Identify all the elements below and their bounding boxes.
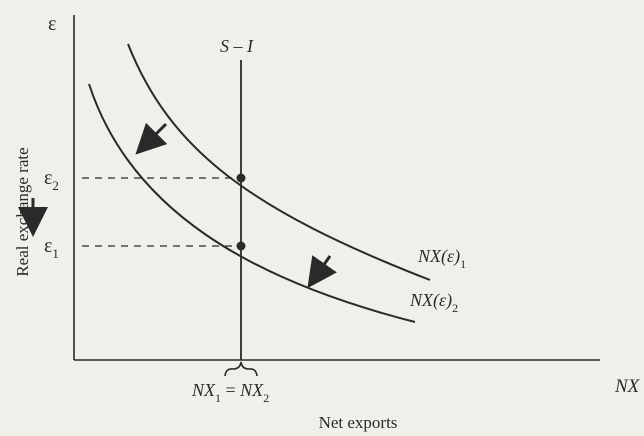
eps2-label: ε2	[44, 167, 59, 193]
curve-2-label: NX(ε)2	[409, 290, 458, 315]
x-axis-label: Net exports	[319, 413, 398, 432]
equilibrium-point-2	[236, 173, 246, 183]
equilibrium-point-1	[236, 241, 246, 251]
y-axis-label: Real exchange rate	[13, 147, 32, 276]
nx-brace	[224, 361, 258, 377]
nx-curve-1	[127, 43, 431, 281]
curve-1-label: NX(ε)1	[417, 246, 466, 271]
nx-equality-label: NX1 = NX2	[191, 380, 269, 405]
shift-arrow-upper	[135, 122, 168, 155]
s-minus-i-label: S – I	[220, 36, 254, 56]
nx-curve-2	[88, 83, 416, 323]
shift-arrow-lower	[307, 255, 337, 289]
y-axis-symbol: ε	[48, 13, 56, 35]
x-axis-symbol: NX	[614, 376, 641, 397]
eps1-label: ε1	[44, 235, 59, 261]
